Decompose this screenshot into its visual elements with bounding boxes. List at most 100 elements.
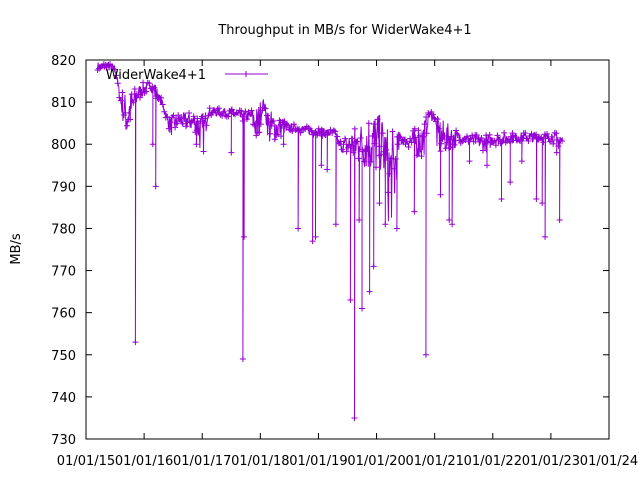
y-tick-label: 800 bbox=[51, 138, 76, 153]
data-point bbox=[289, 128, 296, 135]
data-point bbox=[383, 146, 390, 153]
x-tick-label: 01/01/17 bbox=[173, 454, 231, 469]
data-point bbox=[312, 233, 319, 240]
data-point bbox=[132, 339, 139, 346]
data-point bbox=[241, 233, 248, 240]
data-point bbox=[136, 94, 143, 101]
x-tick-label: 01/01/16 bbox=[115, 454, 173, 469]
data-point bbox=[172, 124, 179, 131]
data-point bbox=[124, 122, 131, 129]
data-point bbox=[478, 134, 485, 141]
data-point bbox=[324, 166, 331, 173]
data-point bbox=[501, 129, 508, 136]
data-point bbox=[151, 84, 158, 91]
data-point bbox=[225, 113, 232, 120]
data-point bbox=[369, 133, 376, 140]
data-point bbox=[420, 133, 427, 140]
data-point bbox=[371, 140, 378, 147]
data-point bbox=[116, 94, 123, 101]
data-point bbox=[446, 217, 453, 224]
data-point bbox=[138, 88, 145, 95]
data-point bbox=[135, 91, 142, 98]
data-point bbox=[345, 144, 352, 151]
data-point bbox=[193, 141, 200, 148]
data-point bbox=[228, 149, 235, 156]
data-point bbox=[542, 233, 549, 240]
data-point bbox=[198, 113, 205, 120]
data-point bbox=[553, 149, 560, 156]
data-point bbox=[415, 127, 422, 134]
x-tick-label: 01/01/24 bbox=[580, 454, 638, 469]
data-point bbox=[238, 107, 245, 114]
data-point bbox=[351, 125, 358, 132]
data-point bbox=[271, 136, 278, 143]
data-point bbox=[194, 115, 201, 122]
data-point bbox=[338, 146, 345, 153]
y-tick-label: 760 bbox=[51, 307, 76, 322]
data-point bbox=[507, 138, 514, 145]
data-point bbox=[312, 128, 319, 135]
data-point bbox=[463, 133, 470, 140]
data-point bbox=[407, 135, 414, 142]
data-point bbox=[429, 111, 436, 118]
data-point bbox=[200, 148, 207, 155]
legend-marker-glyph bbox=[243, 71, 249, 77]
data-point bbox=[462, 137, 469, 144]
data-point bbox=[113, 72, 120, 79]
data-point bbox=[119, 89, 126, 96]
data-point bbox=[539, 200, 546, 207]
data-point bbox=[544, 131, 551, 138]
data-point bbox=[470, 138, 477, 145]
data-point bbox=[555, 143, 562, 150]
data-point bbox=[356, 217, 363, 224]
data-point bbox=[389, 128, 396, 135]
data-point bbox=[491, 137, 498, 144]
legend-marker bbox=[243, 71, 249, 77]
data-point bbox=[453, 127, 460, 134]
data-point bbox=[437, 148, 444, 155]
data-point bbox=[444, 139, 451, 146]
data-point bbox=[216, 105, 223, 112]
data-point bbox=[130, 99, 137, 106]
data-point bbox=[127, 116, 134, 123]
data-point bbox=[361, 158, 368, 165]
data-point bbox=[547, 138, 554, 145]
data-point bbox=[297, 129, 304, 136]
data-point bbox=[367, 158, 374, 165]
data-point bbox=[374, 116, 381, 123]
data-point bbox=[240, 113, 247, 120]
data-point bbox=[228, 106, 235, 113]
data-point bbox=[267, 130, 274, 137]
data-point bbox=[431, 115, 438, 122]
data-point bbox=[281, 118, 288, 125]
data-point bbox=[346, 141, 353, 148]
data-point bbox=[393, 225, 400, 232]
y-tick-label: 810 bbox=[51, 96, 76, 111]
x-tick-label: 01/01/20 bbox=[347, 454, 405, 469]
data-point bbox=[143, 88, 150, 95]
data-point bbox=[167, 119, 174, 126]
data-point bbox=[117, 97, 124, 104]
data-point bbox=[203, 122, 210, 129]
y-axis-label: MB/s bbox=[9, 233, 24, 265]
data-point bbox=[479, 147, 486, 154]
data-point bbox=[186, 109, 193, 116]
data-point bbox=[388, 155, 395, 162]
data-point bbox=[438, 140, 445, 147]
data-point bbox=[365, 120, 372, 127]
data-point bbox=[485, 138, 492, 145]
data-point bbox=[351, 414, 358, 421]
data-point bbox=[197, 118, 204, 125]
x-tick-label: 01/01/21 bbox=[405, 454, 463, 469]
data-point bbox=[384, 189, 391, 196]
data-point bbox=[280, 119, 287, 126]
chart-title: Throughput in MB/s for WiderWake4+1 bbox=[217, 23, 471, 38]
data-point bbox=[343, 148, 350, 155]
data-point bbox=[247, 110, 254, 117]
y-tick-label: 790 bbox=[51, 180, 76, 195]
data-point bbox=[277, 133, 284, 140]
data-point bbox=[404, 138, 411, 145]
data-point bbox=[257, 121, 264, 128]
data-point bbox=[533, 195, 540, 202]
